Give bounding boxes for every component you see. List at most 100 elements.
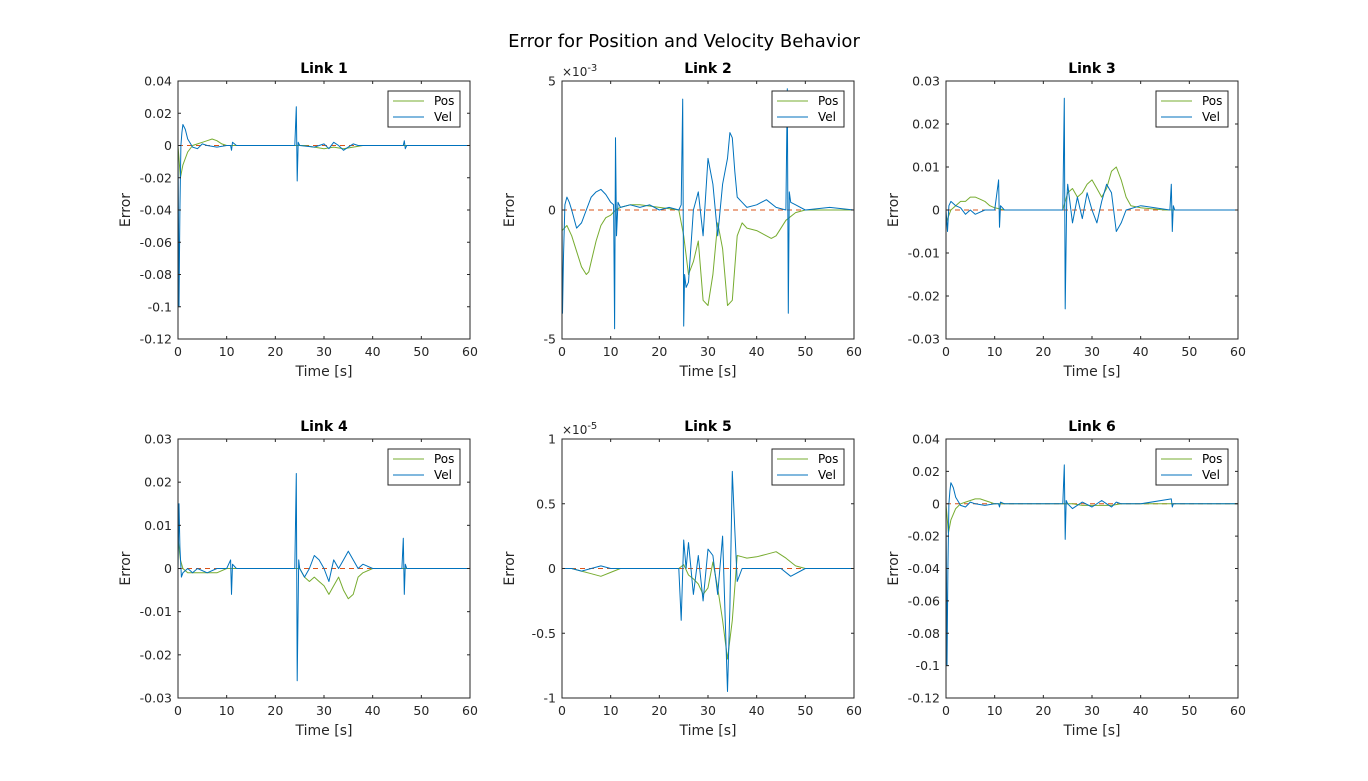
legend: Pos Vel bbox=[771, 448, 845, 486]
series-line-vel bbox=[946, 464, 1238, 667]
x-tick-label: 0 bbox=[942, 703, 950, 718]
subplot-link-6: 0 10 20 30 40 50 60 -0.12 -0.1 -0.08 -0.06 -0.04 -0.… bbox=[886, 419, 1246, 739]
x-tick-label: 0 bbox=[942, 344, 950, 359]
x-tick-label: 30 bbox=[700, 703, 716, 718]
series-line-vel bbox=[178, 106, 470, 308]
x-tick-label: 30 bbox=[316, 344, 332, 359]
y-tick-label: -0.02 bbox=[908, 529, 940, 544]
series-line-pos bbox=[946, 166, 1238, 224]
x-tick-label: 50 bbox=[413, 703, 429, 718]
y-tick-label: -0.04 bbox=[908, 561, 940, 576]
x-tick-label: 0 bbox=[558, 703, 566, 718]
y-tick-label: -1 bbox=[544, 691, 556, 706]
y-tick-label: 0 bbox=[164, 138, 172, 153]
x-tick-label: 50 bbox=[1181, 344, 1197, 359]
x-tick-label: 60 bbox=[846, 703, 862, 718]
x-tick-label: 0 bbox=[174, 344, 182, 359]
y-tick-label: -0.12 bbox=[908, 691, 940, 706]
y-tick-label: -0.02 bbox=[140, 647, 172, 662]
y-tick-label: 0.02 bbox=[144, 106, 172, 121]
legend-entry-pos: Pos bbox=[1202, 94, 1222, 108]
x-tick-label: 60 bbox=[1230, 344, 1246, 359]
x-axis-label: Time [s] bbox=[679, 364, 737, 380]
x-axis-label: Time [s] bbox=[1063, 723, 1121, 739]
y-exponent-label: ×10-5 bbox=[562, 421, 597, 437]
y-tick-label: 0.02 bbox=[912, 117, 940, 132]
x-tick-label: 0 bbox=[558, 344, 566, 359]
y-axis-label: Error bbox=[886, 193, 902, 227]
subplot-title: Link 1 bbox=[300, 61, 348, 77]
x-tick-label: 50 bbox=[797, 344, 813, 359]
y-tick-label: 0.01 bbox=[912, 160, 940, 175]
x-axis-label: Time [s] bbox=[295, 723, 353, 739]
y-tick-label: 0.03 bbox=[144, 432, 172, 447]
y-axis-label: Error bbox=[502, 551, 518, 585]
legend-box bbox=[387, 448, 461, 486]
y-tick-label: 0.04 bbox=[912, 432, 940, 447]
x-tick-label: 40 bbox=[749, 703, 765, 718]
y-tick-label: 0 bbox=[164, 561, 172, 576]
y-tick-label: 5 bbox=[548, 74, 556, 89]
y-tick-label: -0.5 bbox=[532, 626, 556, 641]
legend: Pos Vel bbox=[387, 90, 461, 128]
legend-entry-vel: Vel bbox=[1202, 110, 1220, 124]
y-tick-label: 0.5 bbox=[536, 496, 556, 511]
y-axis-label: Error bbox=[886, 551, 902, 585]
x-tick-label: 50 bbox=[1181, 703, 1197, 718]
x-tick-label: 40 bbox=[749, 344, 765, 359]
x-tick-label: 40 bbox=[365, 703, 381, 718]
y-tick-label: -5 bbox=[544, 332, 556, 347]
y-tick-label: -0.06 bbox=[908, 593, 940, 608]
legend-entry-pos: Pos bbox=[434, 452, 454, 466]
subplot-title: Link 3 bbox=[1068, 61, 1116, 77]
legend-entry-pos: Pos bbox=[434, 94, 454, 108]
legend: Pos Vel bbox=[387, 448, 461, 486]
y-tick-label: 0.03 bbox=[912, 74, 940, 89]
x-tick-label: 60 bbox=[462, 703, 478, 718]
legend-entry-pos: Pos bbox=[818, 94, 838, 108]
y-axis-label: Error bbox=[118, 551, 134, 585]
y-tick-label: 0 bbox=[932, 203, 940, 218]
x-tick-label: 40 bbox=[365, 344, 381, 359]
y-tick-label: 0.01 bbox=[144, 518, 172, 533]
legend-box bbox=[1155, 448, 1229, 486]
y-tick-label: 0.02 bbox=[144, 475, 172, 490]
y-tick-label: -0.1 bbox=[148, 299, 172, 314]
y-tick-label: 0 bbox=[548, 203, 556, 218]
y-tick-label: -0.04 bbox=[140, 203, 172, 218]
legend-entry-vel: Vel bbox=[1202, 468, 1220, 482]
y-axis-label: Error bbox=[118, 193, 134, 227]
x-axis-label: Time [s] bbox=[679, 723, 737, 739]
x-axis-label: Time [s] bbox=[295, 364, 353, 380]
y-tick-label: 0 bbox=[932, 496, 940, 511]
y-exponent-label: ×10-3 bbox=[562, 63, 597, 79]
legend-entry-vel: Vel bbox=[818, 110, 836, 124]
y-tick-label: -0.03 bbox=[140, 691, 172, 706]
x-tick-label: 20 bbox=[1035, 703, 1051, 718]
y-tick-label: -0.02 bbox=[908, 289, 940, 304]
x-tick-label: 10 bbox=[219, 344, 235, 359]
legend-entry-vel: Vel bbox=[434, 110, 452, 124]
subplot-grid: 0 10 20 30 40 50 60-0.12-0.1-0.08-0.06-0.04-0.… bbox=[118, 61, 1246, 739]
x-tick-label: 60 bbox=[1230, 703, 1246, 718]
y-tick-label: 1 bbox=[548, 432, 556, 447]
y-axis-label: Error bbox=[502, 193, 518, 227]
legend: Pos Vel bbox=[1155, 90, 1229, 128]
y-tick-label: -0.08 bbox=[140, 267, 172, 282]
legend: Pos Vel bbox=[771, 90, 845, 128]
legend: Pos Vel bbox=[1155, 448, 1229, 486]
series-line-vel bbox=[178, 473, 470, 682]
legend-entry-pos: Pos bbox=[818, 452, 838, 466]
y-tick-label: -0.12 bbox=[140, 332, 172, 347]
y-tick-label: 0.02 bbox=[912, 464, 940, 479]
x-tick-label: 20 bbox=[651, 703, 667, 718]
y-tick-label: -0.1 bbox=[916, 658, 940, 673]
x-tick-label: 60 bbox=[462, 344, 478, 359]
x-tick-label: 10 bbox=[603, 703, 619, 718]
subplot-link-4: 0 10 20 30 40 50 60 -0.03 -0.02 -0.01 0 0.01 0.02 0.0… bbox=[118, 419, 478, 739]
legend-entry-vel: Vel bbox=[434, 468, 452, 482]
legend-entry-pos: Pos bbox=[1202, 452, 1222, 466]
series-line-pos bbox=[178, 538, 470, 600]
